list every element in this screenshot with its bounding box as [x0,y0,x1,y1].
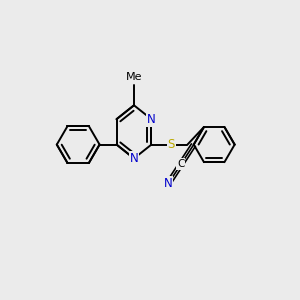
Text: Me: Me [126,72,142,82]
Text: S: S [167,138,175,151]
Text: N: N [130,152,138,165]
Text: N: N [164,177,172,190]
Text: N: N [147,113,156,126]
Text: C: C [177,159,184,169]
